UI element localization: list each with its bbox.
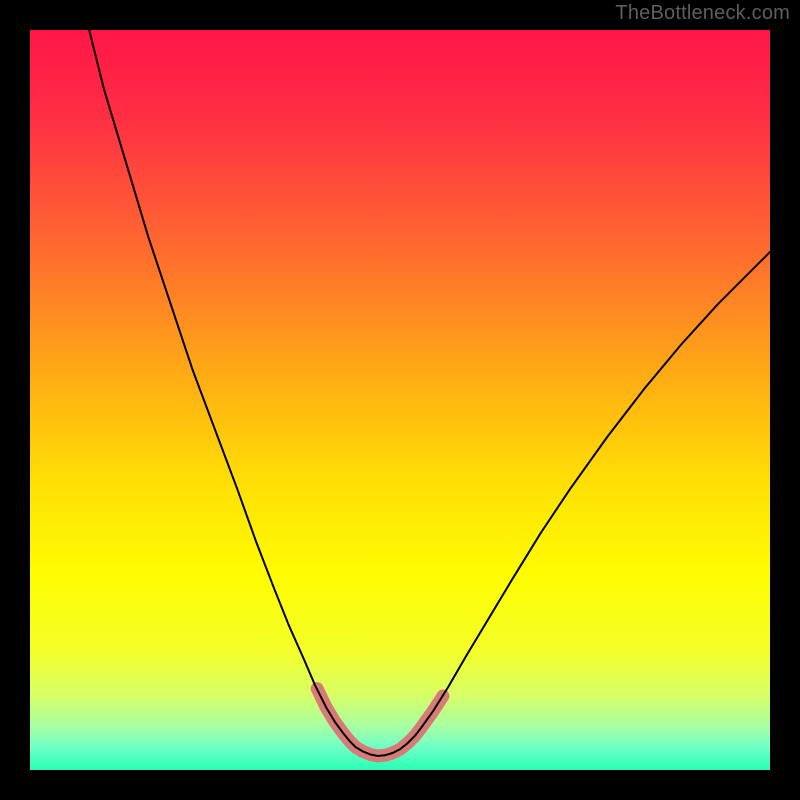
bottleneck-chart (30, 30, 770, 770)
plot-area (30, 30, 770, 770)
chart-background (30, 30, 770, 770)
chart-frame: TheBottleneck.com (0, 0, 800, 800)
watermark-text: TheBottleneck.com (615, 2, 790, 25)
